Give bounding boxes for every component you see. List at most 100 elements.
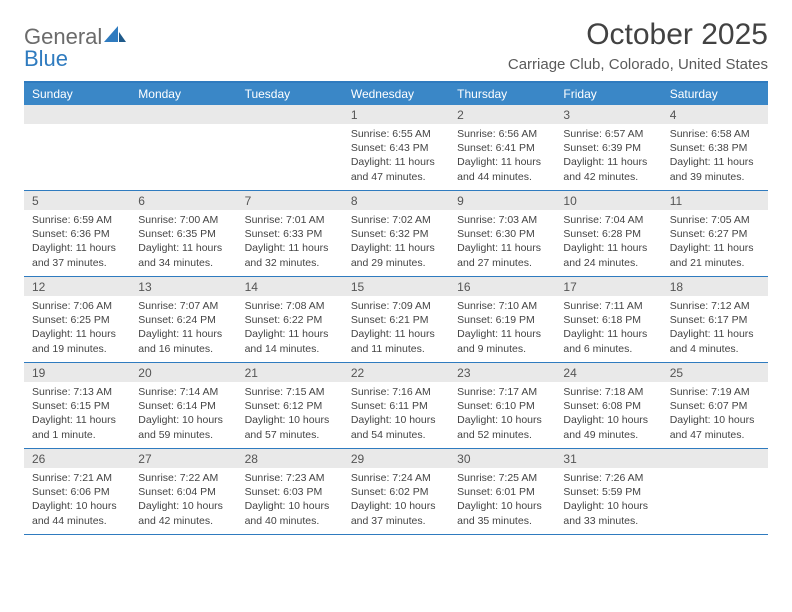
daylight: Daylight: 10 hours and 54 minutes. — [351, 413, 441, 441]
sunset: Sunset: 6:21 PM — [351, 313, 441, 327]
logo: General Blue — [24, 18, 126, 70]
sunrise: Sunrise: 7:00 AM — [138, 213, 228, 227]
day-number: 16 — [449, 277, 555, 296]
sunset: Sunset: 6:39 PM — [563, 141, 653, 155]
dow-tuesday: Tuesday — [237, 83, 343, 105]
day-number: 4 — [662, 105, 768, 124]
sunset: Sunset: 6:01 PM — [457, 485, 547, 499]
dow-monday: Monday — [130, 83, 236, 105]
daylight: Daylight: 10 hours and 52 minutes. — [457, 413, 547, 441]
week-row: 12131415161718Sunrise: 7:06 AMSunset: 6:… — [24, 277, 768, 363]
sunrise: Sunrise: 7:02 AM — [351, 213, 441, 227]
daynum-row: 1234 — [24, 105, 768, 124]
daylight: Daylight: 10 hours and 40 minutes. — [245, 499, 335, 527]
daylight: Daylight: 11 hours and 1 minute. — [32, 413, 122, 441]
daylight: Daylight: 10 hours and 33 minutes. — [563, 499, 653, 527]
week-row: 567891011Sunrise: 6:59 AMSunset: 6:36 PM… — [24, 191, 768, 277]
sunset: Sunset: 6:43 PM — [351, 141, 441, 155]
day-number: 8 — [343, 191, 449, 210]
day-cell: Sunrise: 7:01 AMSunset: 6:33 PMDaylight:… — [237, 210, 343, 276]
day-cell: Sunrise: 7:16 AMSunset: 6:11 PMDaylight:… — [343, 382, 449, 448]
day-cell: Sunrise: 7:23 AMSunset: 6:03 PMDaylight:… — [237, 468, 343, 534]
sunrise: Sunrise: 7:22 AM — [138, 471, 228, 485]
day-cell: Sunrise: 7:19 AMSunset: 6:07 PMDaylight:… — [662, 382, 768, 448]
day-cell: Sunrise: 7:18 AMSunset: 6:08 PMDaylight:… — [555, 382, 661, 448]
week-row: 19202122232425Sunrise: 7:13 AMSunset: 6:… — [24, 363, 768, 449]
day-number: 2 — [449, 105, 555, 124]
day-cell: Sunrise: 7:24 AMSunset: 6:02 PMDaylight:… — [343, 468, 449, 534]
day-number — [130, 105, 236, 124]
day-cell — [130, 124, 236, 190]
sunset: Sunset: 6:04 PM — [138, 485, 228, 499]
day-number: 11 — [662, 191, 768, 210]
sunset: Sunset: 6:36 PM — [32, 227, 122, 241]
calendar-grid: Sunday Monday Tuesday Wednesday Thursday… — [24, 81, 768, 535]
sunset: Sunset: 6:07 PM — [670, 399, 760, 413]
day-cell: Sunrise: 7:02 AMSunset: 6:32 PMDaylight:… — [343, 210, 449, 276]
day-cell: Sunrise: 7:12 AMSunset: 6:17 PMDaylight:… — [662, 296, 768, 362]
daylight: Daylight: 10 hours and 47 minutes. — [670, 413, 760, 441]
daylight: Daylight: 11 hours and 16 minutes. — [138, 327, 228, 355]
day-number: 10 — [555, 191, 661, 210]
day-cell: Sunrise: 7:08 AMSunset: 6:22 PMDaylight:… — [237, 296, 343, 362]
day-cell: Sunrise: 7:05 AMSunset: 6:27 PMDaylight:… — [662, 210, 768, 276]
day-number: 26 — [24, 449, 130, 468]
daylight: Daylight: 11 hours and 39 minutes. — [670, 155, 760, 183]
sunset: Sunset: 6:14 PM — [138, 399, 228, 413]
day-number: 21 — [237, 363, 343, 382]
dow-wednesday: Wednesday — [343, 83, 449, 105]
sunset: Sunset: 6:41 PM — [457, 141, 547, 155]
sunrise: Sunrise: 6:55 AM — [351, 127, 441, 141]
day-cell: Sunrise: 6:55 AMSunset: 6:43 PMDaylight:… — [343, 124, 449, 190]
day-cell: Sunrise: 7:15 AMSunset: 6:12 PMDaylight:… — [237, 382, 343, 448]
sunset: Sunset: 6:30 PM — [457, 227, 547, 241]
daylight: Daylight: 11 hours and 19 minutes. — [32, 327, 122, 355]
month-title: October 2025 — [508, 18, 768, 52]
week-row: 1234Sunrise: 6:55 AMSunset: 6:43 PMDayli… — [24, 105, 768, 191]
day-cell: Sunrise: 7:13 AMSunset: 6:15 PMDaylight:… — [24, 382, 130, 448]
location: Carriage Club, Colorado, United States — [508, 56, 768, 73]
day-cell: Sunrise: 7:10 AMSunset: 6:19 PMDaylight:… — [449, 296, 555, 362]
day-number: 6 — [130, 191, 236, 210]
sunrise: Sunrise: 7:21 AM — [32, 471, 122, 485]
day-number: 5 — [24, 191, 130, 210]
day-number: 27 — [130, 449, 236, 468]
sunset: Sunset: 5:59 PM — [563, 485, 653, 499]
day-cell: Sunrise: 7:25 AMSunset: 6:01 PMDaylight:… — [449, 468, 555, 534]
title-block: October 2025 Carriage Club, Colorado, Un… — [508, 18, 768, 73]
daylight: Daylight: 10 hours and 42 minutes. — [138, 499, 228, 527]
daylight: Daylight: 11 hours and 32 minutes. — [245, 241, 335, 269]
sunset: Sunset: 6:06 PM — [32, 485, 122, 499]
day-of-week-header: Sunday Monday Tuesday Wednesday Thursday… — [24, 83, 768, 105]
sunset: Sunset: 6:33 PM — [245, 227, 335, 241]
daylight: Daylight: 11 hours and 6 minutes. — [563, 327, 653, 355]
daynum-row: 19202122232425 — [24, 363, 768, 382]
sunrise: Sunrise: 6:57 AM — [563, 127, 653, 141]
day-cell: Sunrise: 6:58 AMSunset: 6:38 PMDaylight:… — [662, 124, 768, 190]
sunrise: Sunrise: 7:03 AM — [457, 213, 547, 227]
day-number: 25 — [662, 363, 768, 382]
day-number — [237, 105, 343, 124]
sunrise: Sunrise: 7:12 AM — [670, 299, 760, 313]
day-number — [24, 105, 130, 124]
dow-saturday: Saturday — [662, 83, 768, 105]
day-number: 29 — [343, 449, 449, 468]
day-number: 1 — [343, 105, 449, 124]
day-cell — [24, 124, 130, 190]
day-number: 20 — [130, 363, 236, 382]
day-number: 15 — [343, 277, 449, 296]
day-number: 12 — [24, 277, 130, 296]
daylight: Daylight: 10 hours and 59 minutes. — [138, 413, 228, 441]
sunrise: Sunrise: 7:15 AM — [245, 385, 335, 399]
day-cell: Sunrise: 7:06 AMSunset: 6:25 PMDaylight:… — [24, 296, 130, 362]
daylight: Daylight: 11 hours and 44 minutes. — [457, 155, 547, 183]
day-number: 24 — [555, 363, 661, 382]
daylight: Daylight: 10 hours and 57 minutes. — [245, 413, 335, 441]
logo-text: General Blue — [24, 26, 126, 70]
day-cell: Sunrise: 7:04 AMSunset: 6:28 PMDaylight:… — [555, 210, 661, 276]
day-cell: Sunrise: 6:56 AMSunset: 6:41 PMDaylight:… — [449, 124, 555, 190]
daylight: Daylight: 11 hours and 9 minutes. — [457, 327, 547, 355]
day-number: 28 — [237, 449, 343, 468]
logo-sail-icon — [104, 26, 126, 44]
day-number: 3 — [555, 105, 661, 124]
